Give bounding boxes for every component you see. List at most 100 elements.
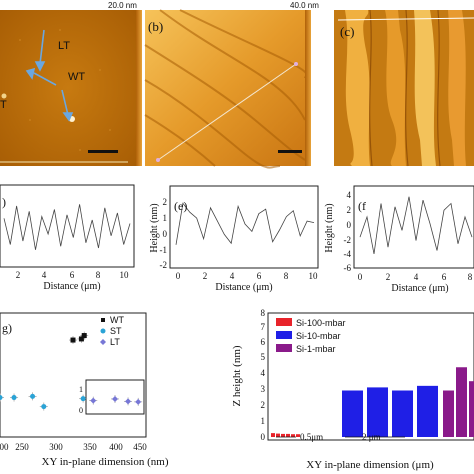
xticks-e: 0 2 4 6 8 10 <box>176 271 318 281</box>
xtick: 6 <box>442 272 447 282</box>
panel-c: (c) <box>334 9 474 167</box>
scale-bar-a <box>88 150 118 153</box>
bar-si-10-mbar <box>342 390 363 437</box>
xtick: 10 <box>120 270 130 280</box>
ytick: -1 <box>160 245 168 255</box>
xtick: 4 <box>42 270 47 280</box>
profile-line-c <box>337 17 474 21</box>
legend-label-lt: LT <box>110 337 120 347</box>
colorbar-b <box>305 10 311 166</box>
label-wt: WT <box>68 71 85 83</box>
afm-image-a <box>0 10 136 166</box>
panel-h: Z height (nm) 0 1 2 3 4 5 6 7 8 Si-100-m… <box>231 308 474 471</box>
xlabel-d: Distance (μm) <box>43 281 100 292</box>
panel-g-letter: g) <box>2 321 12 335</box>
legend-swatch-1 <box>276 344 292 352</box>
xlabel-g: XY in-plane dimension (nm) <box>42 456 169 468</box>
xtick: 0 <box>176 271 181 281</box>
scatter-point-lt <box>135 398 142 405</box>
ytick: 0 <box>261 432 266 442</box>
ytick: 2 <box>163 197 168 207</box>
scale-note-1: 0.5μm <box>300 432 323 442</box>
xtick: 0 <box>358 272 363 282</box>
bar-si-1-mbar <box>443 390 454 437</box>
bar-si-100-mbar <box>276 433 280 437</box>
plot-frame-f <box>353 185 474 269</box>
xticks-f: 0 2 4 6 8 <box>358 272 473 282</box>
legend-swatch-10 <box>276 331 292 339</box>
ylabel-e: Height (nm) <box>149 203 160 252</box>
scatter-point-lt <box>125 398 132 405</box>
ytick: 2 <box>261 400 266 410</box>
ytick: -4 <box>344 249 352 259</box>
ytick: -2 <box>160 260 168 270</box>
xtick: 10 <box>309 271 319 281</box>
xtick: 8 <box>284 271 289 281</box>
scale-label-a: 20.0 nm <box>108 1 137 10</box>
bars-h <box>271 367 474 437</box>
panel-b-letter: (b) <box>148 19 163 34</box>
bar-si-10-mbar <box>392 390 413 437</box>
scatter-point-st <box>80 396 86 402</box>
xtick: 8 <box>96 270 101 280</box>
legend-g: WT ST LT <box>100 315 124 347</box>
bar-si-100-mbar <box>281 433 285 437</box>
ytick: 3 <box>261 384 266 394</box>
xtick: 4 <box>414 272 419 282</box>
inset-frame-g <box>85 379 145 415</box>
bar-si-10-mbar <box>367 387 388 437</box>
yticks-e: 2 1 0 -1 -2 <box>160 197 168 270</box>
ytick: 0 <box>347 220 352 230</box>
bar-si-1-mbar <box>456 367 467 437</box>
xtick: 2 <box>16 270 21 280</box>
plot-frame-g <box>0 312 147 438</box>
yticks-h: 0 1 2 3 4 5 6 7 8 <box>261 308 266 442</box>
panel-g: g) WT ST LT 1 0 00 250 300 350 400 450 X… <box>0 312 169 468</box>
xtick: 2 <box>386 272 391 282</box>
panel-b: (b) <box>144 9 308 169</box>
scatter-point-wt <box>81 333 87 339</box>
scatter-point-lt <box>112 395 118 402</box>
ytick: 6 <box>261 337 266 347</box>
xticks-d: 2 4 6 8 10 <box>16 270 129 280</box>
xlabel-h: XY in-plane dimension (μm) <box>306 459 434 471</box>
ytick: 5 <box>261 352 266 362</box>
bar-si-100-mbar <box>286 433 290 437</box>
ytick: 2 <box>347 205 352 215</box>
legend-marker-st <box>100 328 106 334</box>
xtick: 2 <box>203 271 208 281</box>
legend-label-wt: WT <box>110 315 124 325</box>
scatter-point-st <box>11 395 17 401</box>
legend-label-10: Si-10-mbar <box>296 331 341 341</box>
ytick: 8 <box>261 308 266 318</box>
ytick: -6 <box>344 263 352 273</box>
scatter-point-st <box>0 395 3 401</box>
inset-ytick: 1 <box>79 385 83 394</box>
xtick: 6 <box>70 270 75 280</box>
panel-f-letter: (f <box>358 199 366 213</box>
scatter-point-st <box>30 393 36 399</box>
bar-si-10-mbar <box>417 385 438 437</box>
ylabel-f: Height (nm) <box>324 203 335 252</box>
xtick: 4 <box>230 271 235 281</box>
inset-ytick: 0 <box>79 406 83 415</box>
legend-label-st: ST <box>110 326 122 336</box>
xlabel-f: Distance (μm) <box>391 283 448 294</box>
panel-a: LT WT T <box>0 10 136 166</box>
profile-line-b <box>157 63 297 161</box>
panel-e-letter: (e) <box>174 199 187 213</box>
profile-trace-f <box>359 196 473 254</box>
scale-bar-b <box>278 150 302 153</box>
xtick: 8 <box>468 272 473 282</box>
ytick: 4 <box>347 190 352 200</box>
xticks-g: 00 250 300 350 400 450 <box>0 442 147 452</box>
ytick: -2 <box>344 235 352 245</box>
legend-h: Si-100-mbar Si-10-mbar Si-1-mbar <box>276 318 346 354</box>
scatter-point-wt <box>78 336 84 342</box>
xlabel-e: Distance (μm) <box>215 282 272 293</box>
panel-e: (e) Height (nm) 2 1 0 -1 -2 0 2 4 6 8 10… <box>149 185 319 293</box>
panel-c-letter: (c) <box>340 24 354 39</box>
scatter-points-g <box>0 331 143 411</box>
legend-marker-lt <box>100 339 106 345</box>
scatter-point-st <box>41 404 47 410</box>
